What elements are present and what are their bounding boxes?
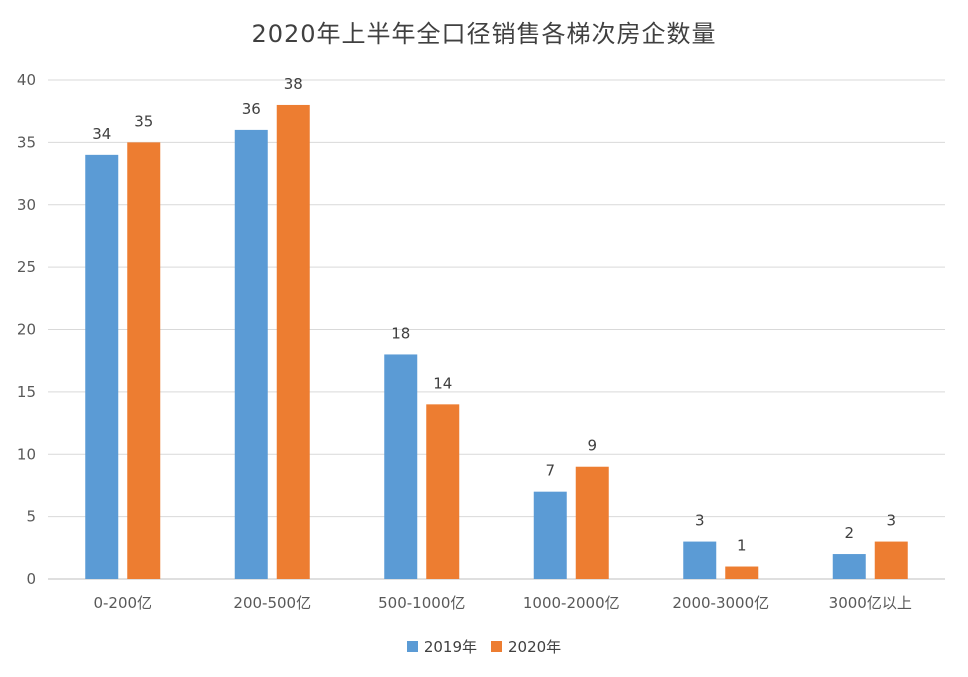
bar-series1: [85, 154, 119, 579]
bar-value-label: 14: [433, 374, 452, 392]
y-tick-label: 0: [26, 570, 36, 588]
y-tick-label: 5: [26, 508, 36, 526]
bar-value-label: 36: [242, 100, 261, 118]
x-tick-label: 3000亿以上: [829, 594, 912, 612]
bar-series1: [234, 129, 268, 579]
y-tick-label: 40: [17, 71, 36, 89]
x-tick-label: 200-500亿: [233, 594, 311, 612]
bar-value-label: 3: [886, 512, 896, 530]
bar-series1: [683, 541, 717, 579]
bar-series2: [127, 142, 161, 579]
bar-value-label: 2: [844, 524, 854, 542]
gridlines: [48, 79, 945, 580]
bar-series2: [874, 541, 908, 579]
bar-value-label: 3: [695, 512, 705, 530]
x-tick-label: 500-1000亿: [378, 594, 465, 612]
bar-series1: [533, 491, 567, 579]
legend: 2019年 2020年: [0, 636, 968, 657]
bar-series1: [384, 354, 418, 579]
y-tick-label: 10: [17, 445, 36, 463]
x-tick-label: 0-200亿: [93, 594, 152, 612]
legend-label: 2020年: [508, 638, 562, 656]
bar-value-label: 1: [737, 537, 747, 555]
bar-value-label: 34: [92, 125, 111, 143]
legend-swatch: [491, 641, 502, 652]
y-tick-label: 35: [17, 133, 36, 151]
x-tick-label: 2000-3000亿: [672, 594, 769, 612]
bar-series1: [832, 554, 866, 579]
y-tick-label: 20: [17, 321, 36, 339]
y-tick-label: 30: [17, 196, 36, 214]
legend-swatch: [406, 641, 418, 652]
y-tick-label: 15: [17, 383, 36, 401]
data-labels: 34 35 36 38 18 14 7 9 3 1 2 3: [92, 75, 896, 555]
bar-value-label: 7: [545, 462, 555, 480]
bar-series2: [575, 466, 609, 579]
bar-value-label: 38: [284, 75, 303, 93]
chart-title: 2020年上半年全口径销售各梯次房企数量: [251, 20, 717, 48]
bars: [85, 104, 908, 579]
legend-item: 2020年: [491, 636, 561, 657]
x-axis: 0-200亿 200-500亿 500-1000亿 1000-2000亿 2000-30…: [93, 594, 911, 612]
bar-value-label: 18: [391, 324, 410, 342]
bar-value-label: 35: [134, 112, 153, 130]
bar-value-label: 9: [587, 437, 597, 455]
bar-series2: [426, 404, 460, 579]
bar-series2: [276, 104, 310, 579]
y-tick-label: 25: [17, 258, 36, 276]
legend-item: 2019年: [406, 636, 477, 657]
y-axis: 0 5 10 15 20 25 30 35 40: [17, 71, 36, 588]
bar-series2: [725, 566, 759, 579]
x-tick-label: 1000-2000亿: [523, 594, 620, 612]
legend-label: 2019年: [423, 638, 477, 656]
